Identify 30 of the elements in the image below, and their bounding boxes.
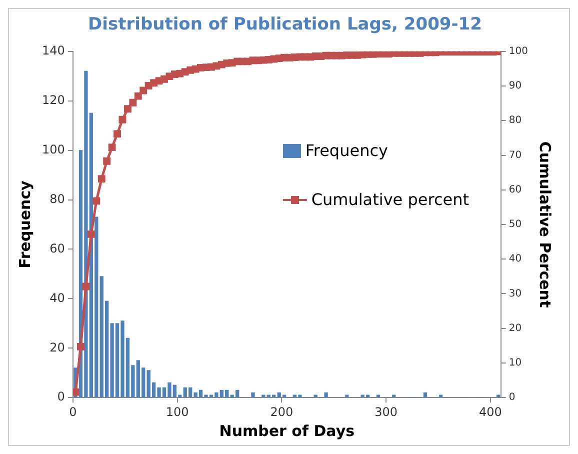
y2-tick-label: 100 (508, 46, 528, 57)
y2-tick-label: 40 (508, 254, 522, 265)
y2-tick-label: 20 (508, 322, 522, 334)
y2-tick-label: 70 (508, 150, 522, 161)
y2-tick-label: 10 (508, 358, 522, 369)
y2-tick-label: 90 (508, 80, 522, 92)
y2-axis-title: Cumulative Percent (536, 141, 554, 308)
x-axis-title: Number of Days (219, 422, 355, 440)
y-tick-label: 140 (42, 44, 65, 58)
legend-label: Frequency (305, 141, 388, 160)
y-tick-label: 80 (50, 192, 65, 206)
y-tick-label: 40 (50, 290, 65, 305)
y2-tick-label: 0 (508, 392, 516, 404)
chart-title: Distribution of Publication Lags, 2009-12 (88, 14, 482, 35)
x-tick-label: 200 (270, 404, 294, 419)
y-tick-label: 0 (57, 390, 65, 404)
legend-label: Cumulative percent (311, 190, 469, 209)
x-tick-label: 0 (69, 404, 77, 419)
x-tick-label: 400 (479, 404, 502, 419)
y-tick-label: 60 (50, 241, 65, 256)
x-tick-label: 300 (374, 404, 398, 419)
y2-tick-label: 60 (508, 184, 522, 196)
y2-tick-label: 80 (508, 115, 522, 126)
y2-tick-label: 50 (508, 219, 522, 230)
y-tick-label: 20 (50, 340, 65, 354)
y2-tick-label: 30 (508, 288, 522, 300)
x-tick-label: 100 (166, 404, 189, 419)
y-tick-label: 120 (42, 92, 65, 107)
y-tick-label: 100 (42, 142, 65, 156)
y-axis-title: Frequency (16, 180, 34, 268)
